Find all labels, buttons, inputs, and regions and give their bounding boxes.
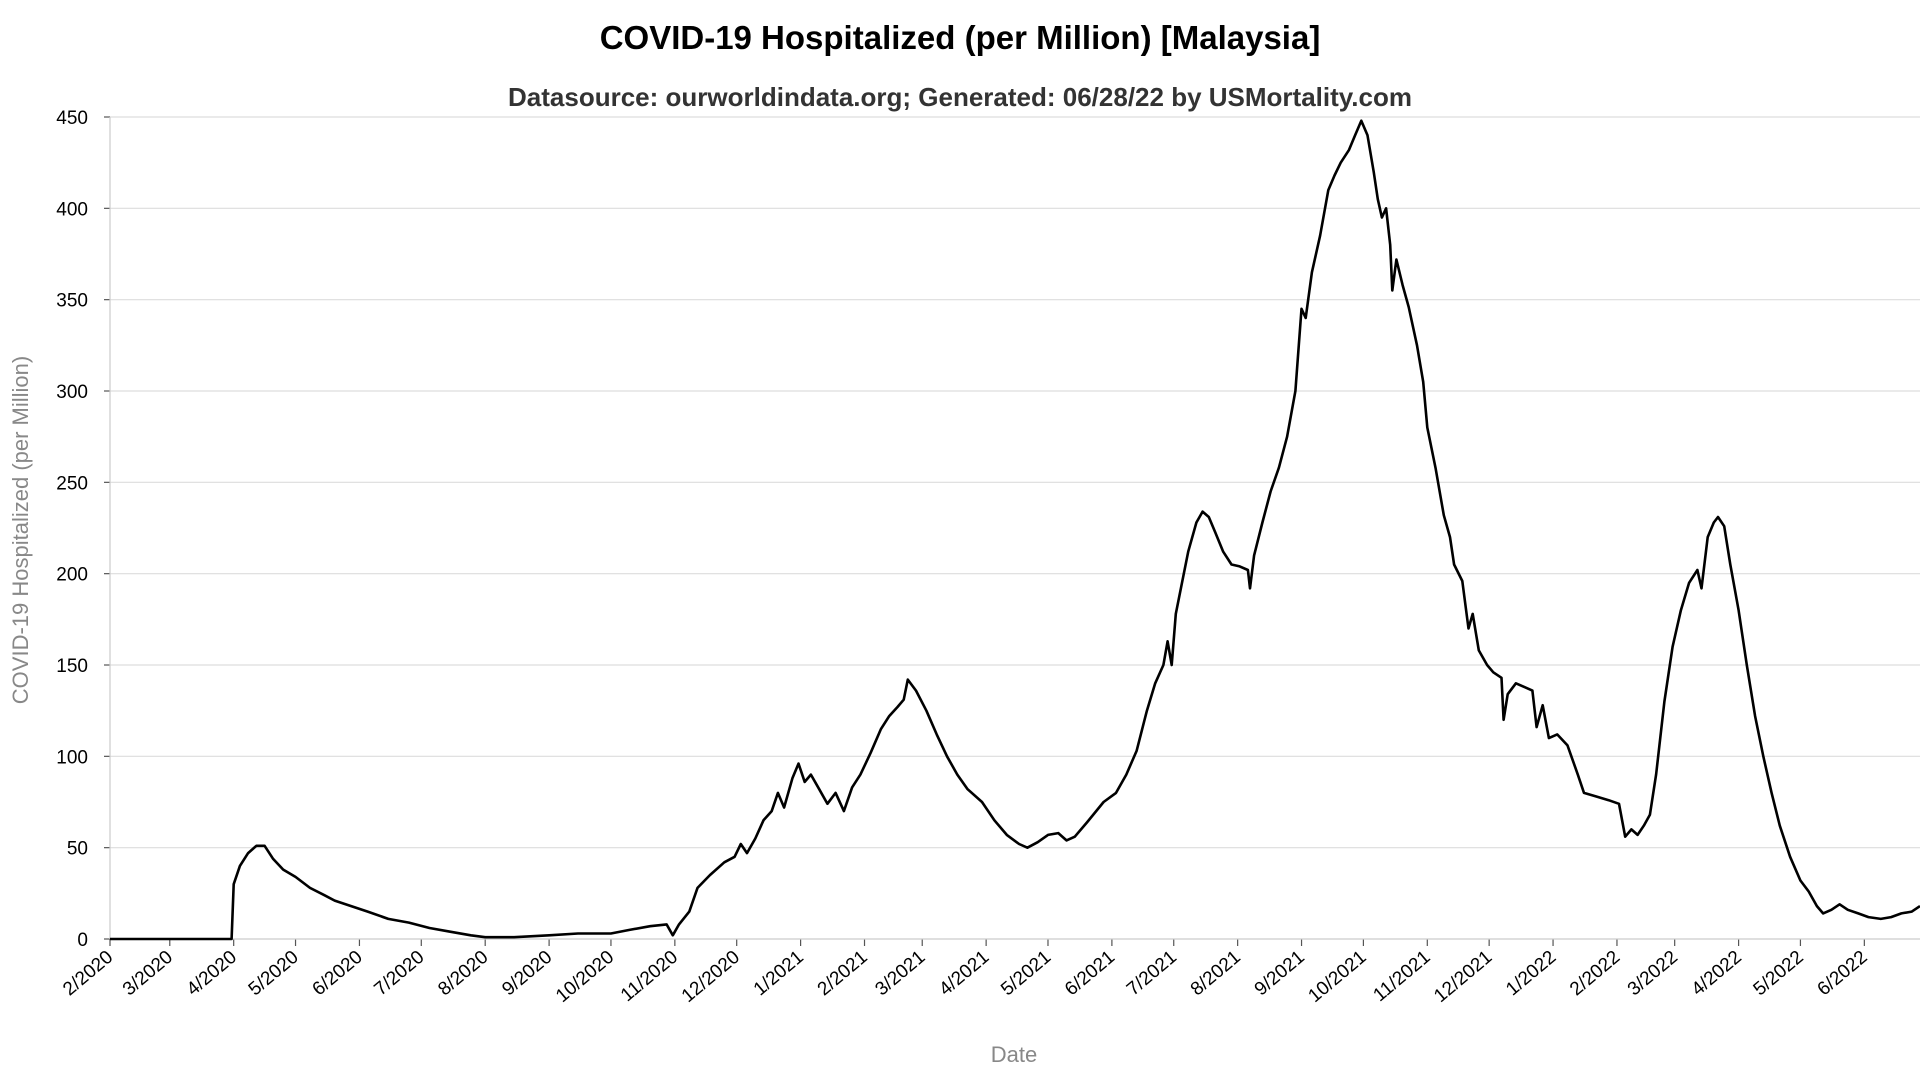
x-tick-label: 10/2021 bbox=[1304, 947, 1370, 1007]
x-tick-label: 3/2020 bbox=[119, 947, 177, 1000]
y-tick-label: 100 bbox=[56, 747, 88, 768]
chart-subtitle: Datasource: ourworldindata.org; Generate… bbox=[508, 82, 1412, 112]
x-tick-label: 6/2021 bbox=[1061, 947, 1119, 1000]
x-tick-label: 7/2020 bbox=[370, 947, 428, 1000]
x-tick-label: 12/2021 bbox=[1430, 947, 1496, 1007]
x-tick-label: 11/2021 bbox=[1369, 947, 1434, 1006]
x-axis-ticks: 2/2020 3/2020 4/2020 5/2020 6/2020 7/2020 8/20… bbox=[59, 939, 1872, 1007]
y-tick-label: 450 bbox=[56, 108, 88, 129]
y-axis-label: COVID-19 Hospitalized (per Million) bbox=[8, 356, 33, 704]
y-axis-ticks: 0 50 100 150 200 250 300 350 400 450 bbox=[56, 108, 110, 951]
x-tick-label: 1/2022 bbox=[1502, 947, 1560, 1000]
x-tick-label: 2/2022 bbox=[1566, 947, 1624, 1000]
x-tick-label: 8/2021 bbox=[1187, 947, 1245, 1000]
y-tick-label: 50 bbox=[67, 839, 88, 860]
x-tick-label: 3/2022 bbox=[1624, 947, 1682, 1000]
x-tick-label: 12/2020 bbox=[678, 947, 744, 1007]
x-tick-label: 8/2020 bbox=[434, 947, 492, 1000]
x-tick-label: 4/2021 bbox=[935, 947, 993, 1000]
y-tick-label: 300 bbox=[56, 382, 88, 403]
x-tick-label: 5/2021 bbox=[997, 947, 1055, 1000]
x-tick-label: 5/2022 bbox=[1750, 947, 1808, 1000]
y-tick-label: 200 bbox=[56, 565, 88, 586]
x-tick-label: 4/2020 bbox=[183, 947, 241, 1000]
series-line bbox=[110, 119, 1920, 941]
x-tick-label: 2/2021 bbox=[814, 947, 872, 1000]
y-tick-label: 0 bbox=[77, 930, 88, 951]
x-tick-label: 9/2020 bbox=[498, 947, 556, 1000]
x-tick-label: 4/2022 bbox=[1688, 947, 1746, 1000]
y-tick-label: 400 bbox=[56, 199, 88, 220]
x-tick-label: 10/2020 bbox=[552, 947, 618, 1007]
chart-title: COVID-19 Hospitalized (per Million) [Mal… bbox=[600, 19, 1321, 56]
x-tick-label: 9/2021 bbox=[1251, 947, 1309, 1000]
x-tick-label: 11/2020 bbox=[617, 947, 682, 1006]
x-tick-label: 2/2020 bbox=[59, 947, 117, 1000]
x-tick-label: 3/2021 bbox=[871, 947, 929, 1000]
x-tick-label: 5/2020 bbox=[245, 947, 303, 1000]
x-tick-label: 7/2021 bbox=[1123, 947, 1181, 1000]
gridlines bbox=[110, 116, 1920, 849]
x-tick-label: 6/2020 bbox=[309, 947, 367, 1000]
y-tick-label: 250 bbox=[56, 473, 88, 494]
x-axis-label: Date bbox=[991, 1042, 1037, 1067]
x-tick-label: 1/2021 bbox=[750, 947, 808, 1000]
y-tick-label: 350 bbox=[56, 291, 88, 312]
y-tick-label: 150 bbox=[56, 656, 88, 677]
x-tick-label: 6/2022 bbox=[1814, 947, 1872, 1000]
